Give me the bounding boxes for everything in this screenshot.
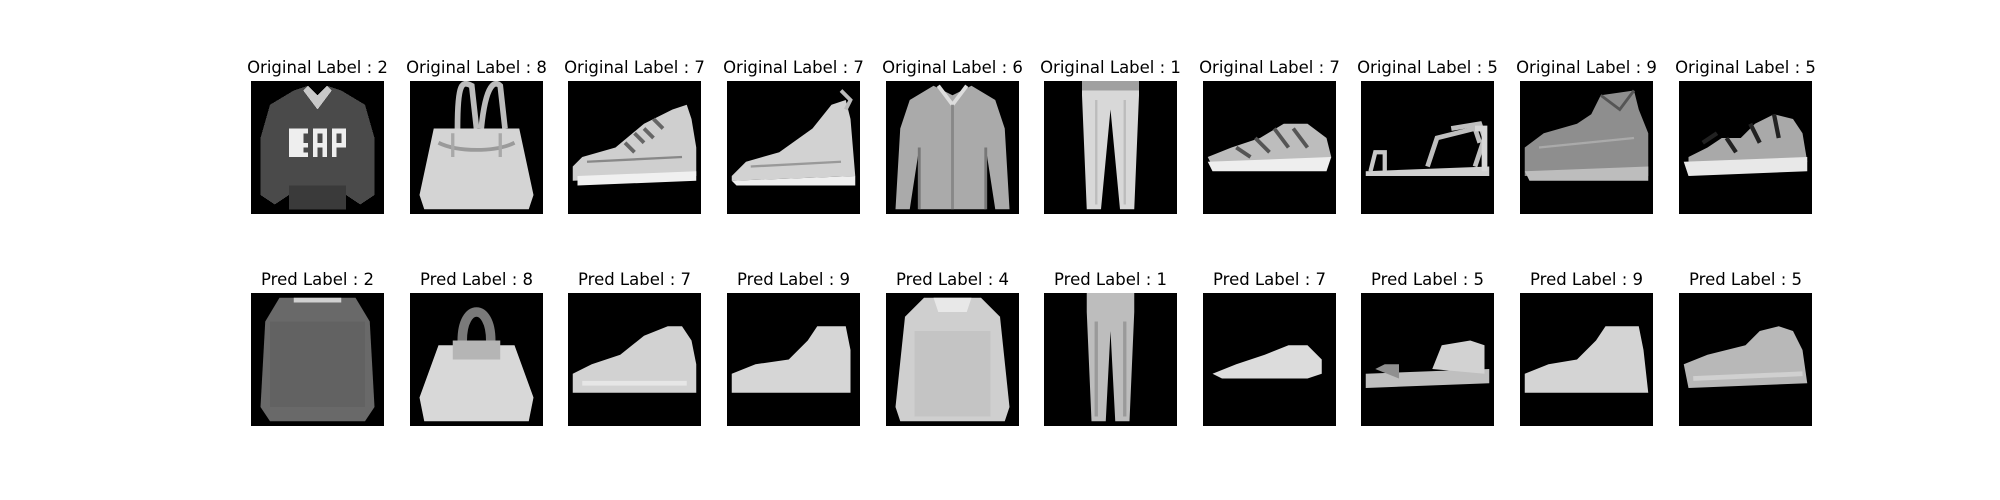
pullover-gap-icon (251, 81, 384, 214)
panel-title: Pred Label : 2 (260, 270, 374, 289)
sneaker-icon (727, 81, 860, 214)
panel-title: Pred Label : 7 (1212, 270, 1326, 289)
sneaker-blur-icon (568, 293, 701, 426)
panel-title: Original Label : 2 (247, 58, 388, 77)
panel-title: Pred Label : 9 (1529, 270, 1643, 289)
panel-title: Original Label : 9 (1516, 58, 1657, 77)
ankle-boot-blur-icon (1520, 293, 1653, 426)
sneaker-icon (568, 81, 701, 214)
coat-blur-icon (886, 293, 1019, 426)
trouser-icon (1044, 81, 1177, 214)
sandal-blur-icon (1679, 293, 1812, 426)
panel-title: Pred Label : 9 (736, 270, 850, 289)
panel-title: Pred Label : 1 (1053, 270, 1167, 289)
sneaker-icon (1203, 81, 1336, 214)
sandal-icon (1679, 81, 1812, 214)
panel-title: Pred Label : 8 (419, 270, 533, 289)
pullover-blur-icon (251, 293, 384, 426)
panel-title: Original Label : 8 (406, 58, 547, 77)
bag-blur-icon (410, 293, 543, 426)
panel-title: Original Label : 7 (564, 58, 705, 77)
panel-title: Original Label : 7 (723, 58, 864, 77)
panel-title: Pred Label : 5 (1370, 270, 1484, 289)
panel-title: Original Label : 5 (1357, 58, 1498, 77)
panel-title: Pred Label : 5 (1688, 270, 1802, 289)
sneaker-blur-icon (1203, 293, 1336, 426)
bag-icon (410, 81, 543, 214)
shirt-icon (886, 81, 1019, 214)
panel-title: Original Label : 7 (1199, 58, 1340, 77)
panel-title: Original Label : 5 (1675, 58, 1816, 77)
panel-title: Original Label : 6 (882, 58, 1023, 77)
panel-title: Pred Label : 4 (895, 270, 1009, 289)
ankle-boot-icon (1520, 81, 1653, 214)
sandal-blur-icon (1361, 293, 1494, 426)
sandal-icon (1361, 81, 1494, 214)
panel-title: Original Label : 1 (1040, 58, 1181, 77)
ankle-boot-blur-icon (727, 293, 860, 426)
trouser-blur-icon (1044, 293, 1177, 426)
panel-title: Pred Label : 7 (577, 270, 691, 289)
